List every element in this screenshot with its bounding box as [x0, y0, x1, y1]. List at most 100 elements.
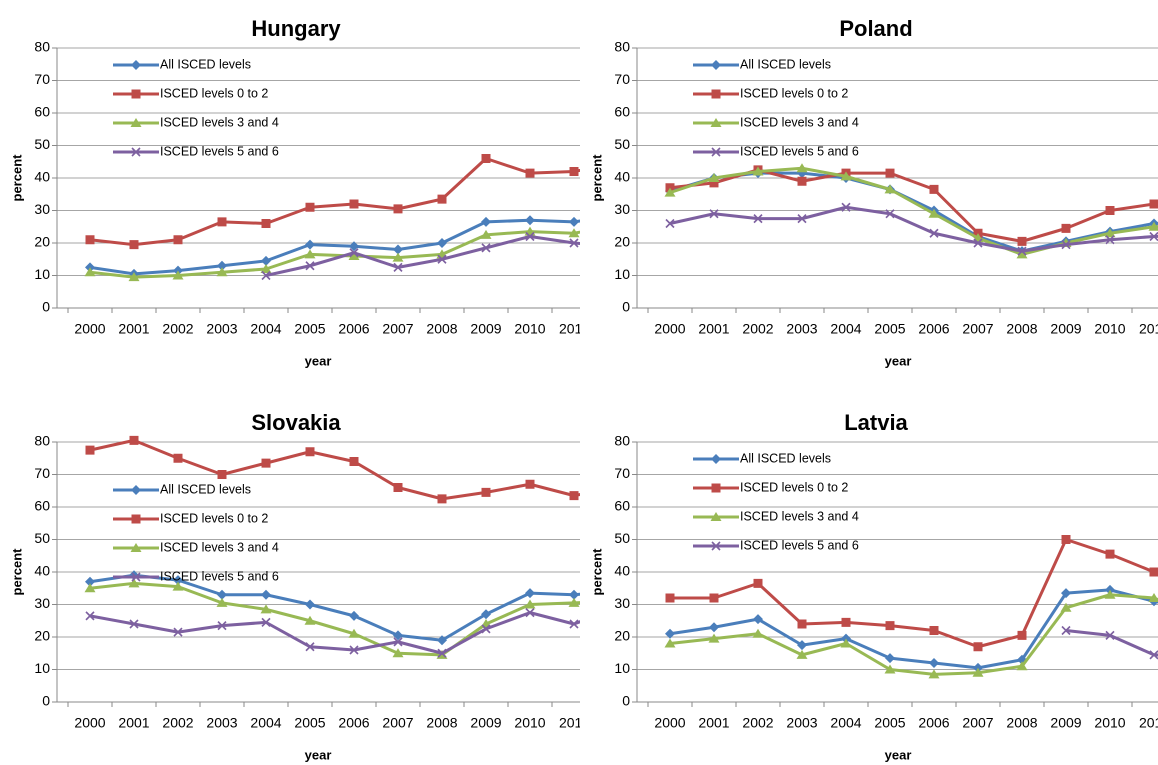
x-tick-label: 2008: [1006, 715, 1037, 731]
marker: [708, 633, 720, 643]
marker: [85, 235, 95, 245]
y-tick-label: 80: [614, 433, 630, 449]
y-tick-label: 10: [614, 266, 630, 282]
marker: [885, 168, 895, 178]
marker: [885, 653, 895, 664]
marker: [348, 251, 360, 260]
legend-label: All ISCED levels: [740, 57, 831, 71]
marker: [569, 619, 579, 629]
marker: [709, 593, 719, 603]
marker: [752, 166, 764, 176]
y-tick-label: 0: [622, 299, 630, 315]
marker: [173, 453, 183, 463]
marker: [481, 216, 491, 227]
y-tick-label: 40: [34, 169, 50, 185]
marker: [1148, 221, 1158, 231]
y-tick-label: 70: [34, 465, 50, 481]
legend-label: ISCED levels 3 and 4: [160, 540, 279, 554]
x-tick-label: 201: [606, 715, 630, 731]
marker: [305, 261, 315, 271]
marker: [525, 479, 535, 489]
marker: [796, 649, 808, 659]
marker: [128, 272, 140, 282]
chart-panel: Latvia 0 10 20 30 40 50 60 70 80 2000 2001 2002 2003 2…: [589, 410, 1158, 762]
marker: [1148, 593, 1158, 602]
marker: [524, 599, 536, 609]
marker: [217, 621, 227, 631]
marker: [709, 209, 719, 219]
y-tick-label: 70: [614, 71, 630, 87]
y-tick-label: 70: [34, 71, 50, 87]
legend-label: ISCED levels 0 to 2: [740, 480, 848, 494]
x-tick-label: 2011: [1139, 715, 1158, 731]
marker: [393, 630, 403, 641]
marker: [1105, 206, 1115, 215]
marker: [85, 576, 95, 587]
marker: [928, 208, 940, 218]
marker: [393, 637, 403, 647]
marker: [569, 238, 579, 248]
y-tick-label: 40: [614, 169, 630, 185]
series-line: [669, 593, 1158, 676]
x-tick-label: 2001: [118, 321, 149, 337]
legend-label: ISCED levels 5 and 6: [160, 569, 279, 583]
y-tick-label: 80: [34, 39, 50, 55]
legend-label: ISCED levels 5 and 6: [740, 144, 859, 158]
marker: [349, 610, 359, 621]
marker: [261, 589, 271, 600]
legend-label: ISCED levels 3 and 4: [740, 115, 859, 129]
x-tick-label: 2007: [962, 715, 993, 731]
marker: [216, 597, 228, 607]
x-tick-label: 2005: [294, 321, 325, 337]
marker: [1016, 249, 1028, 259]
x-tick-label: 2006: [338, 715, 369, 731]
x-tick-label: 2001: [118, 715, 149, 731]
marker: [437, 194, 447, 204]
marker: [261, 270, 271, 281]
y-axis-title: percent: [9, 548, 24, 596]
x-tick-label: 2000: [74, 321, 105, 337]
x-tick-label: 2000: [654, 715, 685, 731]
marker: [260, 604, 272, 614]
chart-title: Slovakia: [251, 410, 341, 435]
marker: [131, 147, 141, 157]
y-tick-label: 20: [614, 234, 630, 250]
marker: [885, 621, 895, 631]
marker: [1105, 549, 1115, 559]
y-tick-label: 40: [34, 563, 50, 579]
marker: [217, 470, 227, 479]
marker: [481, 487, 491, 497]
x-tick-label: 2004: [830, 321, 861, 337]
x-tick-label: 2005: [874, 321, 905, 337]
x-axis-title: year: [885, 353, 912, 368]
marker: [393, 483, 403, 492]
marker: [392, 252, 404, 262]
y-tick-label: 10: [34, 266, 50, 282]
marker: [753, 614, 763, 625]
x-axis-title: year: [305, 747, 332, 762]
marker: [172, 270, 184, 280]
marker: [129, 435, 139, 445]
marker: [797, 619, 807, 629]
marker: [664, 187, 676, 197]
marker: [130, 118, 142, 127]
marker: [665, 593, 675, 603]
marker: [393, 262, 403, 272]
marker: [131, 485, 141, 495]
marker: [613, 220, 624, 229]
x-tick-label: 2010: [1094, 321, 1125, 337]
marker: [481, 154, 491, 163]
x-tick-label: 2004: [250, 715, 281, 731]
marker: [349, 248, 359, 258]
marker: [525, 215, 535, 226]
x-tick-label: 2001: [698, 715, 729, 731]
y-tick-label: 60: [614, 104, 630, 120]
marker: [1017, 246, 1027, 256]
marker: [710, 512, 722, 521]
marker: [1061, 240, 1071, 250]
y-tick-label: 30: [34, 595, 50, 611]
marker: [1061, 535, 1071, 544]
marker: [261, 458, 271, 468]
series-line: [669, 205, 1158, 253]
